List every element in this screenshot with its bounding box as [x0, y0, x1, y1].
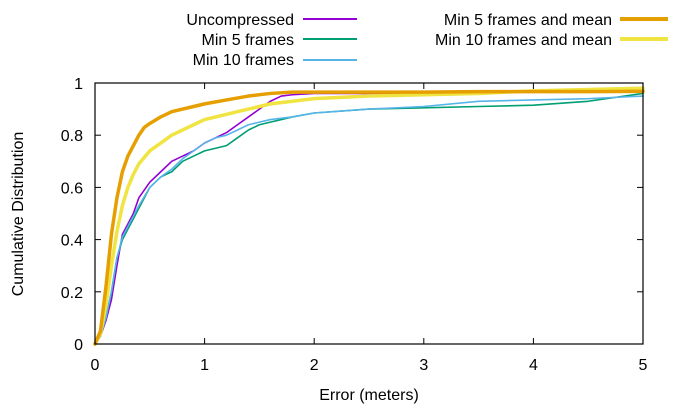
- series-lines: [93, 86, 645, 346]
- legend: Uncompressed Min 5 frames Min 10 frames …: [186, 12, 668, 69]
- y-tick-label: 0: [74, 337, 83, 354]
- y-tick-label: 1: [74, 76, 83, 93]
- x-tick-label: 3: [419, 357, 428, 374]
- y-tick-label: 0.6: [61, 180, 83, 197]
- legend-label-min5-mean: Min 5 frames and mean: [444, 12, 612, 29]
- x-tick-label: 2: [310, 357, 319, 374]
- x-tick-label: 1: [200, 357, 209, 374]
- legend-label-min10-mean: Min 10 frames and mean: [435, 32, 612, 49]
- series-line-min-10-frames: [94, 95, 644, 345]
- y-tick-label: 0.8: [61, 128, 83, 145]
- legend-label-min10: Min 10 frames: [193, 52, 294, 69]
- x-tick-label: 0: [91, 357, 100, 374]
- y-tick-label: 0.2: [61, 285, 83, 302]
- series-line-uncompressed: [94, 90, 644, 345]
- series-line-min-5-frames-and-mean: [93, 89, 645, 346]
- y-tick-label: 0.4: [61, 233, 83, 250]
- series-line-min-10-frames-and-mean: [93, 86, 645, 346]
- legend-label-min5: Min 5 frames: [202, 32, 294, 49]
- plot-frame: [94, 82, 644, 345]
- x-tick-label: 5: [639, 357, 648, 374]
- x-tick-label: 4: [529, 357, 538, 374]
- y-axis-title: Cumulative Distribution: [10, 132, 27, 297]
- legend-label-uncompressed: Uncompressed: [186, 12, 294, 29]
- x-axis-title: Error (meters): [319, 387, 419, 404]
- axis-ticks: 0 1 2 3 4 5 0 0.2 0.4 0.6 0.8 1: [61, 76, 648, 374]
